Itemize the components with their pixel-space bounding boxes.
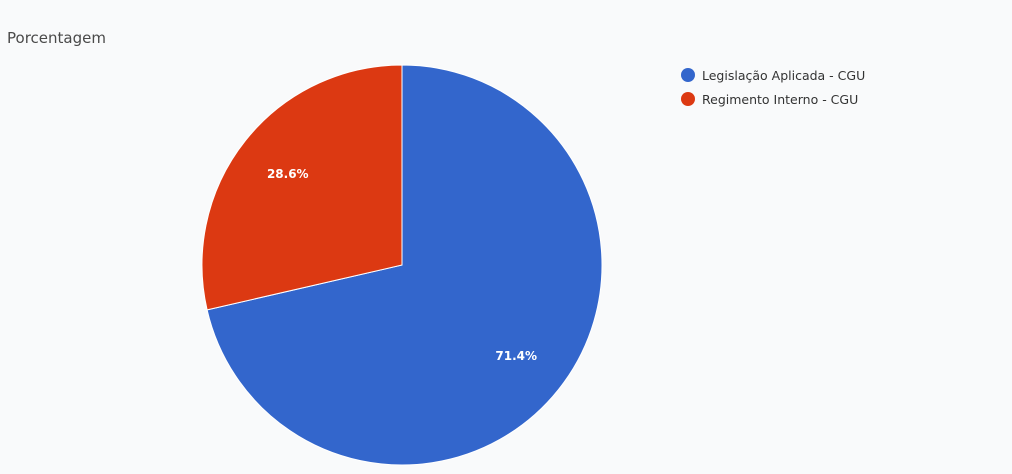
data-label-regimento: 28.6% <box>267 167 309 181</box>
legend-label-legislacao: Legislação Aplicada - CGU <box>702 67 866 83</box>
legend-swatch-regimento <box>681 92 695 106</box>
legend-label-regimento: Regimento Interno - CGU <box>702 91 859 107</box>
legend-swatch-legislacao <box>681 68 695 82</box>
data-label-legislacao: 71.4% <box>495 349 537 363</box>
pie-slice-regimento[interactable] <box>201 64 403 311</box>
legend-item-regimento[interactable]: Regimento Interno - CGU <box>681 87 865 111</box>
chart-title: Porcentagem <box>7 29 106 47</box>
pie-slice-legislacao[interactable] <box>206 64 603 466</box>
legend: Legislação Aplicada - CGU Regimento Inte… <box>681 63 865 111</box>
legend-item-legislacao[interactable]: Legislação Aplicada - CGU <box>681 63 865 87</box>
